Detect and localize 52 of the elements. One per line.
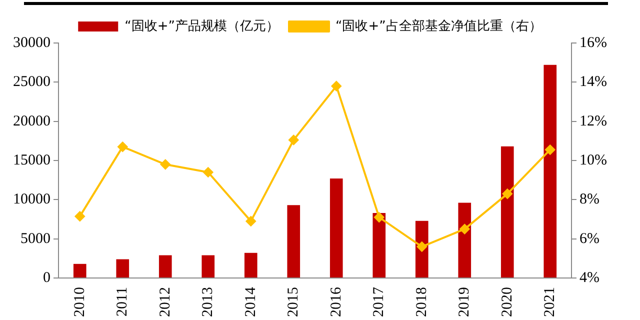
legend-label: “固收+”产品规模（亿元）: [124, 18, 280, 34]
y2-tick-label: 16%: [580, 34, 608, 51]
point: [374, 212, 384, 222]
y2-tick-label: 10%: [580, 152, 608, 168]
x-tick-label: 2015: [286, 287, 302, 317]
bar: [73, 264, 86, 278]
point: [416, 242, 427, 252]
x-tick-label: 2017: [371, 286, 388, 317]
y-tick-label: 5000: [20, 230, 50, 247]
point: [288, 134, 299, 145]
point: [203, 167, 214, 178]
y2-tick-label: 4%: [580, 270, 600, 286]
legend-label: “固收+”占全部基金净值比重（右）: [336, 18, 542, 34]
bar: [158, 255, 172, 278]
x-tick-label: 2020: [499, 287, 516, 317]
y-tick-label: 25000: [13, 74, 50, 90]
bar: [244, 252, 258, 278]
bar: [116, 259, 130, 278]
bar: [287, 205, 300, 278]
x-tick-label: 2012: [157, 287, 174, 317]
x-tick-label: 2010: [72, 287, 88, 317]
point: [502, 188, 512, 199]
x-tick-label: 2018: [414, 287, 430, 317]
bar: [330, 178, 343, 278]
y-tick-label: 20000: [13, 113, 50, 130]
point: [74, 211, 85, 222]
y2-tick-label: 6%: [580, 230, 600, 247]
x-tick-label: 2014: [242, 286, 259, 317]
point: [460, 224, 470, 234]
y-tick-label: 10000: [13, 192, 50, 208]
x-tick-label: 2011: [114, 287, 131, 316]
bar: [415, 220, 428, 278]
x-tick-label: 2016: [328, 286, 344, 317]
bar: [500, 146, 514, 278]
bar: [544, 64, 557, 278]
x-tick-label: 2021: [542, 287, 558, 317]
y2-tick-label: 8%: [580, 192, 600, 208]
point: [118, 142, 128, 152]
y-tick-label: 0: [43, 270, 50, 286]
y2-tick-label: 14%: [580, 74, 608, 90]
y2-tick-label: 12%: [580, 113, 608, 130]
point: [545, 144, 556, 155]
point: [246, 216, 256, 226]
point: [160, 159, 170, 170]
x-tick-label: 2019: [456, 287, 473, 317]
bar: [202, 255, 215, 278]
bar: [372, 212, 386, 278]
y-tick-label: 30000: [13, 34, 50, 51]
bar: [458, 202, 472, 278]
x-tick-label: 2013: [200, 287, 216, 317]
y-tick-label: 15000: [13, 152, 50, 168]
point: [331, 81, 342, 92]
